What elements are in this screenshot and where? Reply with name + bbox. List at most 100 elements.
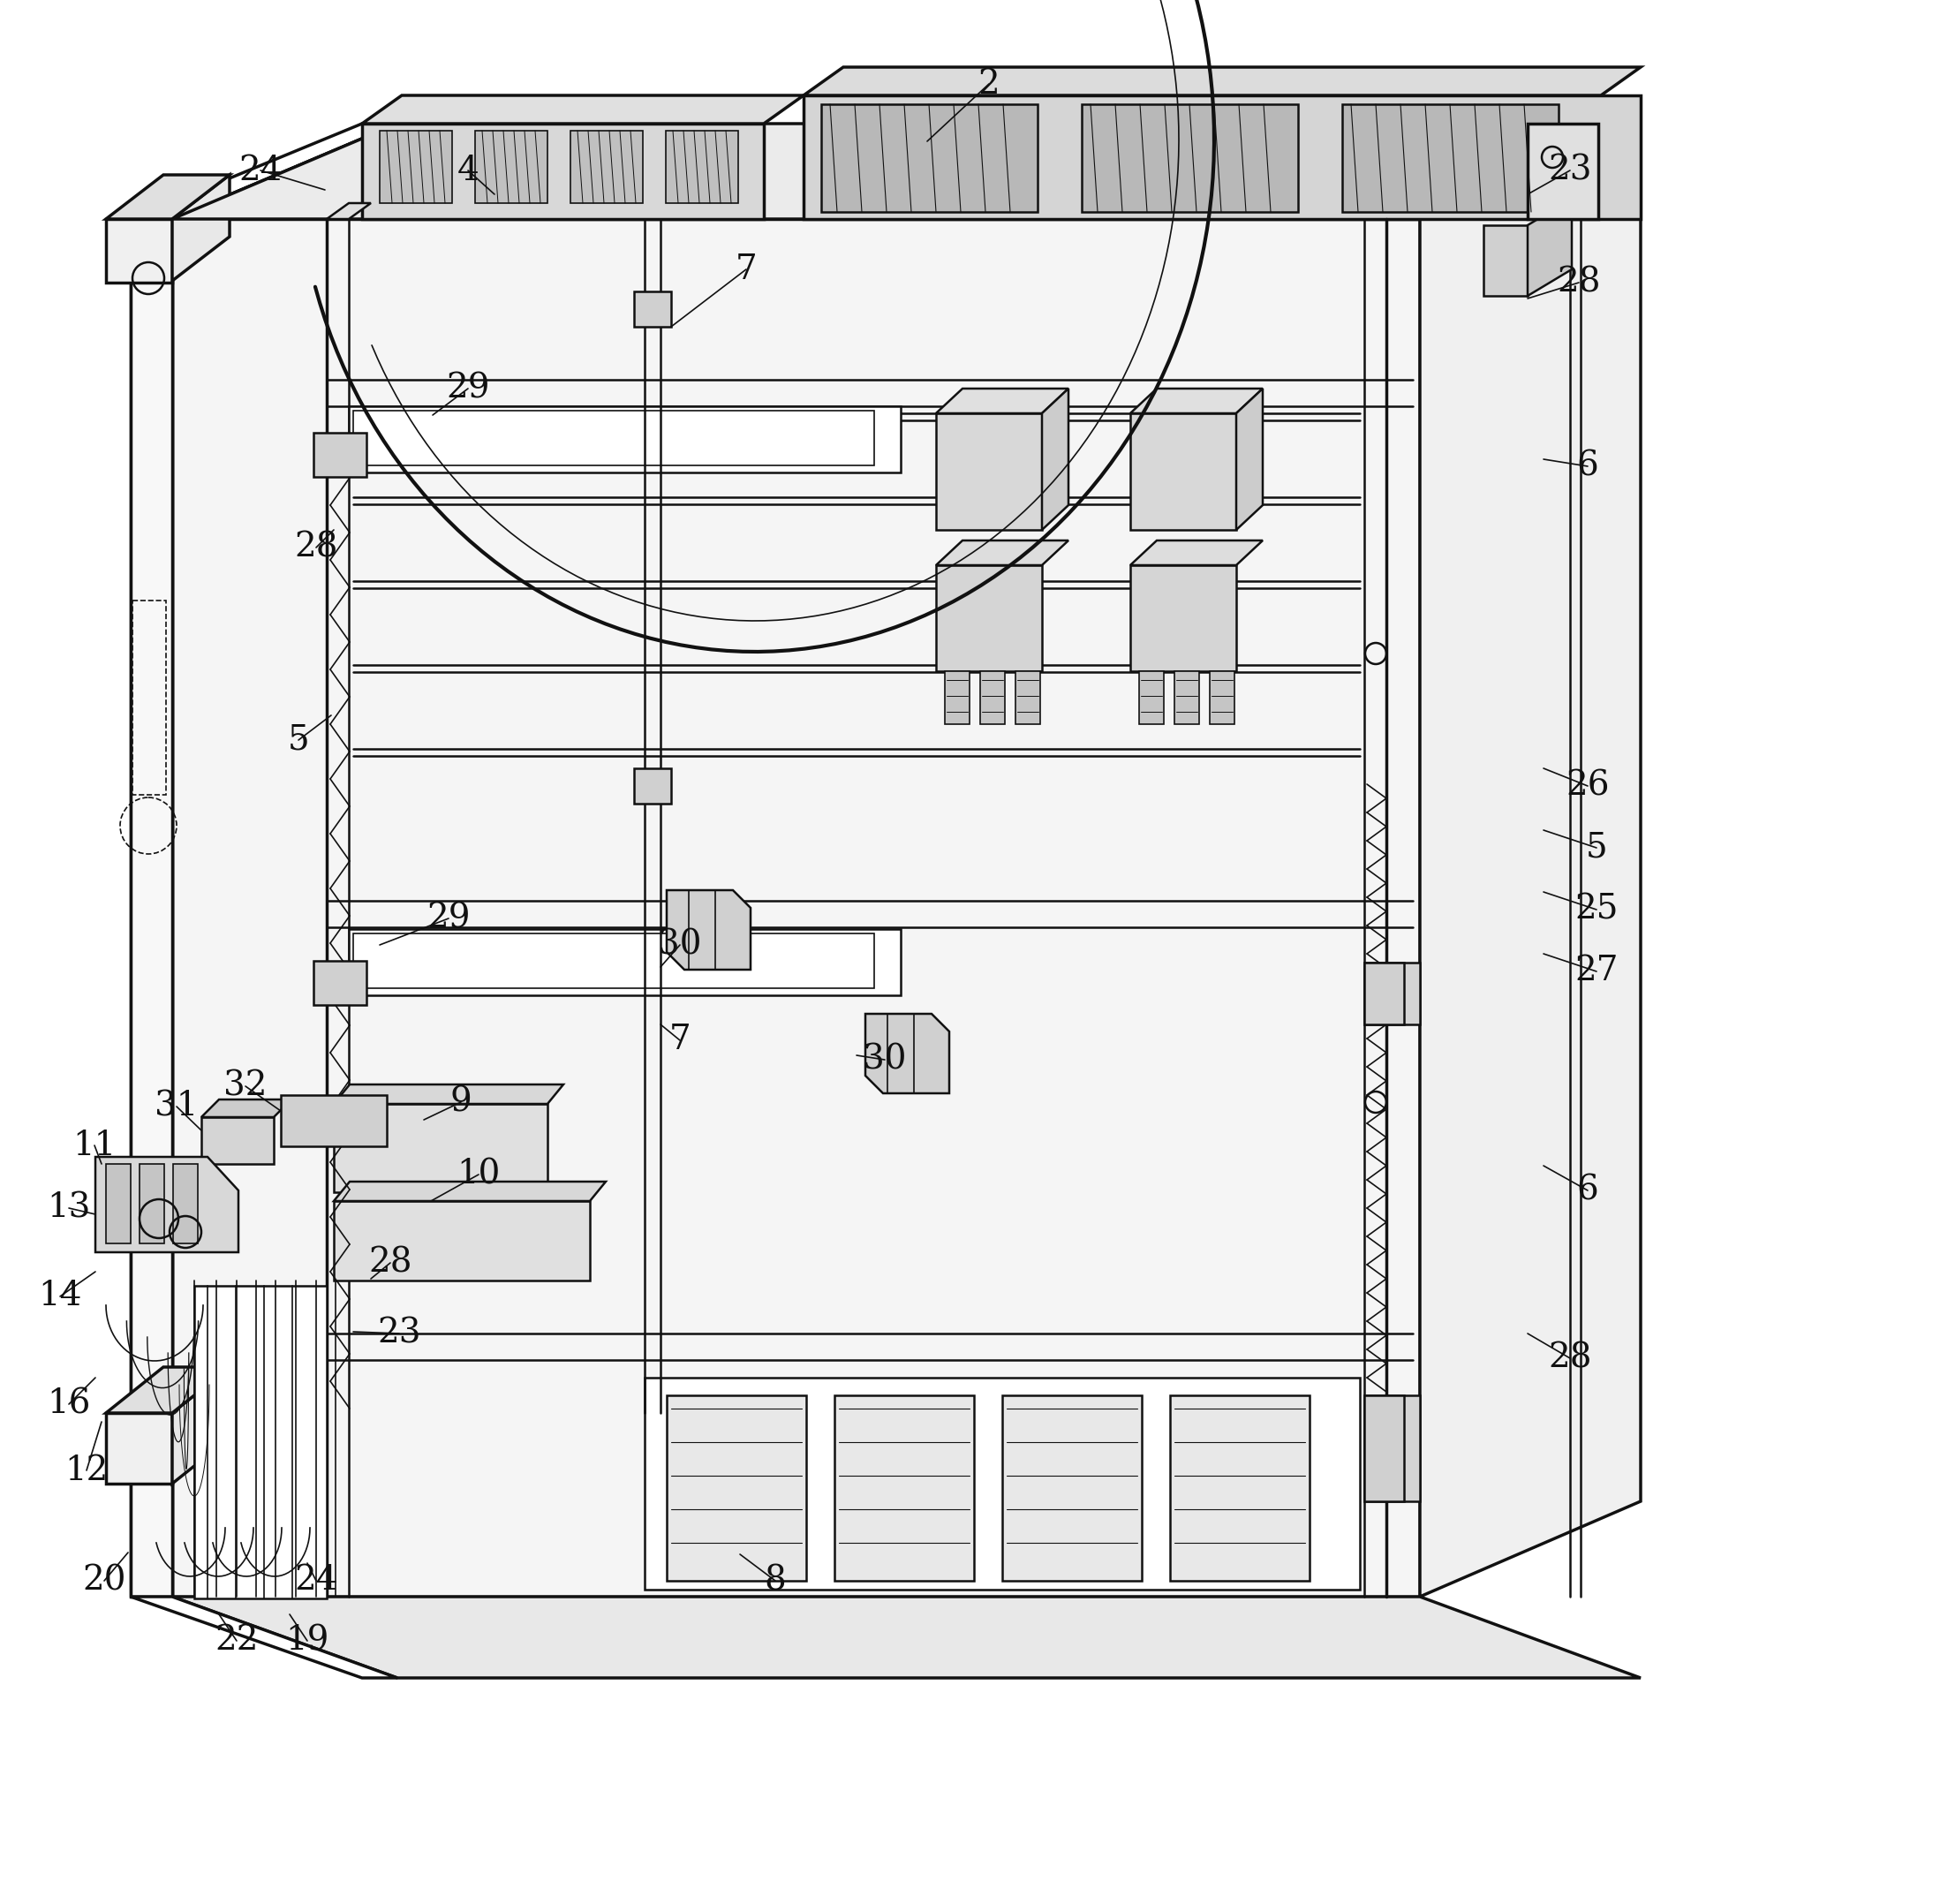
Polygon shape	[1364, 963, 1405, 1024]
Polygon shape	[314, 962, 367, 1005]
Text: 6: 6	[1577, 449, 1599, 482]
Text: 30: 30	[658, 929, 702, 962]
Polygon shape	[107, 219, 173, 282]
Text: 22: 22	[215, 1624, 258, 1656]
Polygon shape	[349, 929, 900, 996]
Polygon shape	[1364, 1396, 1405, 1500]
Polygon shape	[865, 1013, 949, 1093]
Text: 28: 28	[1548, 1342, 1593, 1375]
Bar	[132, 600, 167, 794]
Text: 25: 25	[1575, 893, 1618, 925]
Polygon shape	[334, 1201, 590, 1281]
Text: 13: 13	[47, 1192, 91, 1224]
Polygon shape	[107, 1163, 130, 1243]
Polygon shape	[130, 1597, 398, 1677]
Polygon shape	[935, 413, 1042, 529]
Text: 20: 20	[81, 1565, 126, 1597]
Text: 12: 12	[64, 1455, 109, 1487]
Polygon shape	[314, 432, 367, 476]
Polygon shape	[667, 1396, 807, 1580]
Polygon shape	[1003, 1396, 1143, 1580]
Polygon shape	[130, 124, 398, 219]
Text: 5: 5	[287, 724, 308, 756]
Polygon shape	[380, 131, 452, 204]
Polygon shape	[1484, 225, 1527, 295]
Text: 26: 26	[1566, 769, 1610, 802]
Polygon shape	[107, 1413, 173, 1483]
Polygon shape	[173, 1163, 198, 1243]
Text: 30: 30	[863, 1043, 906, 1076]
Text: 14: 14	[39, 1279, 81, 1312]
Polygon shape	[281, 1095, 386, 1146]
Polygon shape	[1420, 124, 1641, 1597]
Polygon shape	[1131, 541, 1263, 565]
Polygon shape	[1236, 388, 1263, 529]
Polygon shape	[475, 131, 547, 204]
Polygon shape	[935, 541, 1069, 565]
Text: 28: 28	[369, 1247, 411, 1279]
Text: 2: 2	[978, 67, 999, 101]
Polygon shape	[173, 124, 402, 227]
Polygon shape	[1131, 388, 1263, 413]
Text: 27: 27	[1575, 956, 1618, 988]
Text: 9: 9	[450, 1085, 471, 1118]
Polygon shape	[202, 1118, 274, 1163]
Text: 7: 7	[669, 1024, 691, 1057]
Polygon shape	[334, 1104, 547, 1192]
Bar	[353, 933, 875, 988]
Text: 28: 28	[1558, 267, 1600, 299]
Polygon shape	[665, 131, 739, 204]
Text: 11: 11	[72, 1129, 116, 1161]
Text: 24: 24	[295, 1565, 338, 1597]
Text: 28: 28	[295, 531, 338, 564]
Polygon shape	[107, 175, 229, 219]
Polygon shape	[173, 219, 1420, 1597]
Polygon shape	[1211, 672, 1234, 724]
Polygon shape	[334, 1182, 605, 1201]
Polygon shape	[326, 204, 371, 219]
Polygon shape	[1364, 1396, 1420, 1500]
Polygon shape	[935, 565, 1042, 672]
Text: 5: 5	[1585, 832, 1608, 864]
Polygon shape	[1139, 672, 1164, 724]
Text: 23: 23	[1548, 154, 1593, 187]
Text: 24: 24	[239, 154, 283, 187]
Polygon shape	[803, 95, 1641, 219]
Polygon shape	[803, 67, 1641, 95]
Polygon shape	[1364, 963, 1420, 1024]
Polygon shape	[1042, 388, 1069, 529]
Polygon shape	[634, 769, 671, 803]
Text: 16: 16	[47, 1388, 91, 1420]
Polygon shape	[1131, 565, 1236, 672]
Text: 6: 6	[1577, 1175, 1599, 1207]
Polygon shape	[1342, 105, 1558, 211]
Polygon shape	[363, 124, 764, 219]
Text: 7: 7	[735, 253, 757, 286]
Polygon shape	[935, 388, 1069, 413]
Polygon shape	[1131, 413, 1236, 529]
Polygon shape	[130, 219, 173, 1597]
Polygon shape	[945, 672, 970, 724]
Text: 19: 19	[285, 1624, 330, 1656]
Polygon shape	[1015, 672, 1040, 724]
Polygon shape	[1174, 672, 1199, 724]
Polygon shape	[173, 175, 229, 280]
Text: 8: 8	[764, 1565, 786, 1597]
Polygon shape	[173, 1367, 229, 1483]
Polygon shape	[140, 1163, 165, 1243]
Polygon shape	[980, 672, 1005, 724]
Polygon shape	[173, 1597, 1641, 1677]
Polygon shape	[95, 1158, 239, 1253]
Text: 31: 31	[155, 1091, 198, 1123]
Polygon shape	[202, 1099, 291, 1118]
Polygon shape	[634, 291, 671, 327]
Bar	[353, 411, 875, 465]
Text: 29: 29	[427, 902, 469, 935]
Text: 10: 10	[456, 1158, 501, 1190]
Polygon shape	[1527, 198, 1571, 295]
Polygon shape	[173, 124, 1641, 219]
Polygon shape	[334, 1085, 563, 1104]
Polygon shape	[194, 1285, 326, 1599]
Polygon shape	[1527, 124, 1599, 219]
Text: 4: 4	[458, 154, 479, 187]
